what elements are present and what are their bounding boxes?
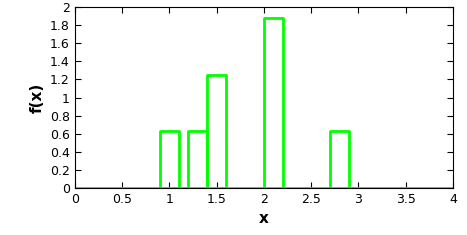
Y-axis label: f(x): f(x)	[29, 82, 44, 113]
X-axis label: x: x	[259, 212, 269, 226]
